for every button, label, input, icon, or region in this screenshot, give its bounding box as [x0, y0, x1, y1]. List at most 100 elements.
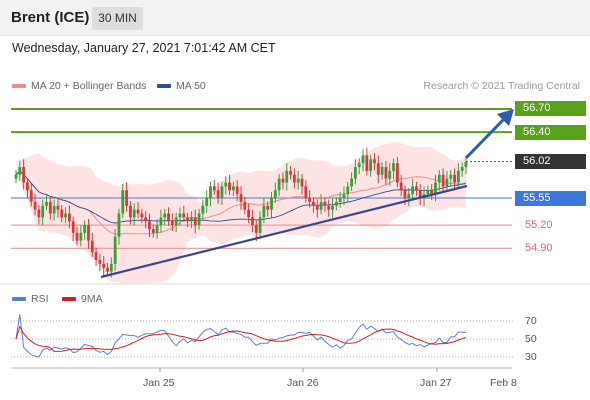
- level-label-pivot: 55.55: [515, 190, 586, 206]
- candle-body: [418, 190, 422, 199]
- candle-body: [37, 209, 41, 218]
- copyright-text: Research © 2021 Trading Central: [423, 80, 580, 92]
- candle-body: [334, 201, 338, 206]
- candle-body: [113, 236, 117, 264]
- candle-body: [106, 267, 109, 272]
- candle-body: [235, 186, 239, 195]
- timeframe-button[interactable]: 30 MIN: [92, 7, 143, 30]
- candle-body: [159, 217, 163, 226]
- candle-body: [392, 163, 395, 171]
- legend-rsi-label: RSI: [31, 293, 49, 305]
- candle-body: [254, 225, 258, 233]
- candle-body: [384, 167, 388, 179]
- candle-body: [266, 205, 270, 210]
- candle-body: [193, 217, 197, 226]
- candle-body: [41, 205, 45, 218]
- candle-body: [48, 201, 52, 214]
- candle-body: [163, 213, 167, 218]
- rsi-swatch: [12, 297, 26, 301]
- ma50-line: [15, 170, 467, 224]
- candle-body: [220, 186, 224, 199]
- candle-body: [285, 170, 289, 183]
- candle-body: [338, 198, 342, 202]
- candle-body: [129, 205, 132, 218]
- candle-body: [170, 221, 174, 226]
- candle-body: [273, 190, 277, 199]
- candle-body: [209, 186, 212, 199]
- legend-ma50: MA 50: [157, 80, 206, 92]
- candle-body: [136, 209, 140, 214]
- date-label: Jan 25: [143, 377, 175, 389]
- candle-body: [395, 163, 399, 183]
- candle-body: [121, 190, 125, 214]
- candle-body: [148, 221, 151, 230]
- date-label: Jan 27: [420, 377, 452, 389]
- candle-body: [262, 205, 266, 218]
- candle-body: [464, 161, 468, 168]
- candle-body: [350, 178, 353, 187]
- target-arrow-shaft: [464, 116, 507, 160]
- ma50-swatch: [157, 84, 171, 88]
- candle-body: [323, 201, 327, 206]
- candle-body: [45, 201, 48, 206]
- candle-body: [117, 213, 121, 237]
- rsi-ma-line: [15, 325, 467, 352]
- candle-body: [64, 213, 67, 218]
- rsi-tick-30: 30: [525, 351, 537, 363]
- candle-body: [258, 217, 262, 233]
- candle-body: [426, 190, 430, 195]
- candle-body: [361, 155, 365, 164]
- candle-body: [289, 170, 292, 175]
- legend-rsi: RSI: [12, 293, 49, 305]
- candle-body: [151, 229, 155, 233]
- candle-body: [52, 205, 56, 214]
- level-label-support: 55.20: [525, 218, 553, 231]
- candle-body: [373, 159, 376, 164]
- candle-body: [29, 190, 33, 202]
- candle-body: [399, 182, 403, 191]
- candle-body: [224, 182, 228, 187]
- candle-body: [239, 194, 243, 202]
- candle-body: [247, 209, 251, 218]
- candle-body: [296, 178, 300, 183]
- candle-body: [453, 174, 456, 183]
- candle-body: [369, 159, 373, 171]
- candle-body: [182, 213, 186, 218]
- candle-body: [109, 263, 113, 272]
- candle-body: [56, 205, 60, 210]
- legend-ma20: MA 20 + Bollinger Bands: [12, 80, 146, 92]
- candle-body: [212, 186, 216, 191]
- candle-body: [456, 170, 460, 183]
- candle-body: [94, 252, 98, 260]
- candle-body: [342, 194, 346, 199]
- level-label-last: 56.02: [515, 154, 586, 170]
- candle-body: [437, 174, 441, 183]
- date-label: Jan 26: [287, 377, 319, 389]
- candle-body: [197, 213, 201, 226]
- instrument-title: Brent (ICE): [11, 9, 90, 26]
- level-label-resistance: 56.70: [515, 101, 586, 117]
- candle-body: [155, 225, 159, 233]
- candle-body: [270, 198, 273, 210]
- legend-ma50-label: MA 50: [176, 80, 206, 92]
- candle-body: [178, 213, 182, 218]
- target-arrow-head: [497, 109, 514, 126]
- level-label-resistance: 56.40: [515, 124, 586, 140]
- candle-body: [228, 182, 231, 191]
- candle-body: [346, 186, 350, 195]
- candle-body: [90, 240, 94, 253]
- candle-body: [449, 174, 453, 179]
- candle-body: [26, 182, 29, 191]
- candle-body: [216, 190, 220, 199]
- candle-body: [312, 201, 315, 206]
- candle-body: [251, 217, 254, 226]
- candle-body: [319, 201, 323, 210]
- date-label: Feb 8: [490, 377, 517, 389]
- candle-body: [18, 167, 22, 175]
- legend-ma20-label: MA 20 + Bollinger Bands: [31, 80, 147, 92]
- candle-body: [315, 205, 319, 210]
- candle-body: [415, 186, 418, 191]
- header-bar: Brent (ICE) 30 MIN: [0, 0, 590, 36]
- rsi-tick-70: 70: [525, 315, 537, 327]
- candle-body: [87, 225, 90, 241]
